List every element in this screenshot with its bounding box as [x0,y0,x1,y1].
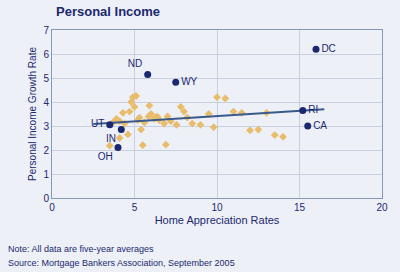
svg-text:0: 0 [43,193,49,204]
svg-text:5: 5 [43,73,49,84]
svg-text:UT: UT [91,118,104,129]
svg-text:IN: IN [106,133,116,144]
svg-text:10: 10 [211,202,223,213]
svg-text:RI: RI [308,104,318,115]
svg-text:DC: DC [321,43,335,54]
svg-text:CA: CA [313,120,327,131]
svg-text:4: 4 [43,97,49,108]
svg-text:2: 2 [43,145,49,156]
svg-text:Personal Income Growth Rate: Personal Income Growth Rate [27,47,38,181]
svg-text:7: 7 [43,25,49,36]
svg-text:20: 20 [376,202,388,213]
svg-text:WY: WY [181,76,197,87]
svg-text:Personal Income: Personal Income [56,4,160,19]
svg-text:5: 5 [132,202,138,213]
svg-text:Home Appreciation Rates: Home Appreciation Rates [155,214,280,226]
svg-text:6: 6 [43,49,49,60]
svg-text:15: 15 [294,202,306,213]
svg-text:Source: Mortgage Bankers Assoc: Source: Mortgage Bankers Association, Se… [8,258,235,268]
svg-text:0: 0 [49,202,55,213]
svg-text:1: 1 [43,169,49,180]
svg-text:Note: All data are five-year a: Note: All data are five-year averages [8,244,154,254]
svg-text:ND: ND [128,58,142,69]
svg-text:3: 3 [43,121,49,132]
svg-text:OH: OH [98,151,113,162]
